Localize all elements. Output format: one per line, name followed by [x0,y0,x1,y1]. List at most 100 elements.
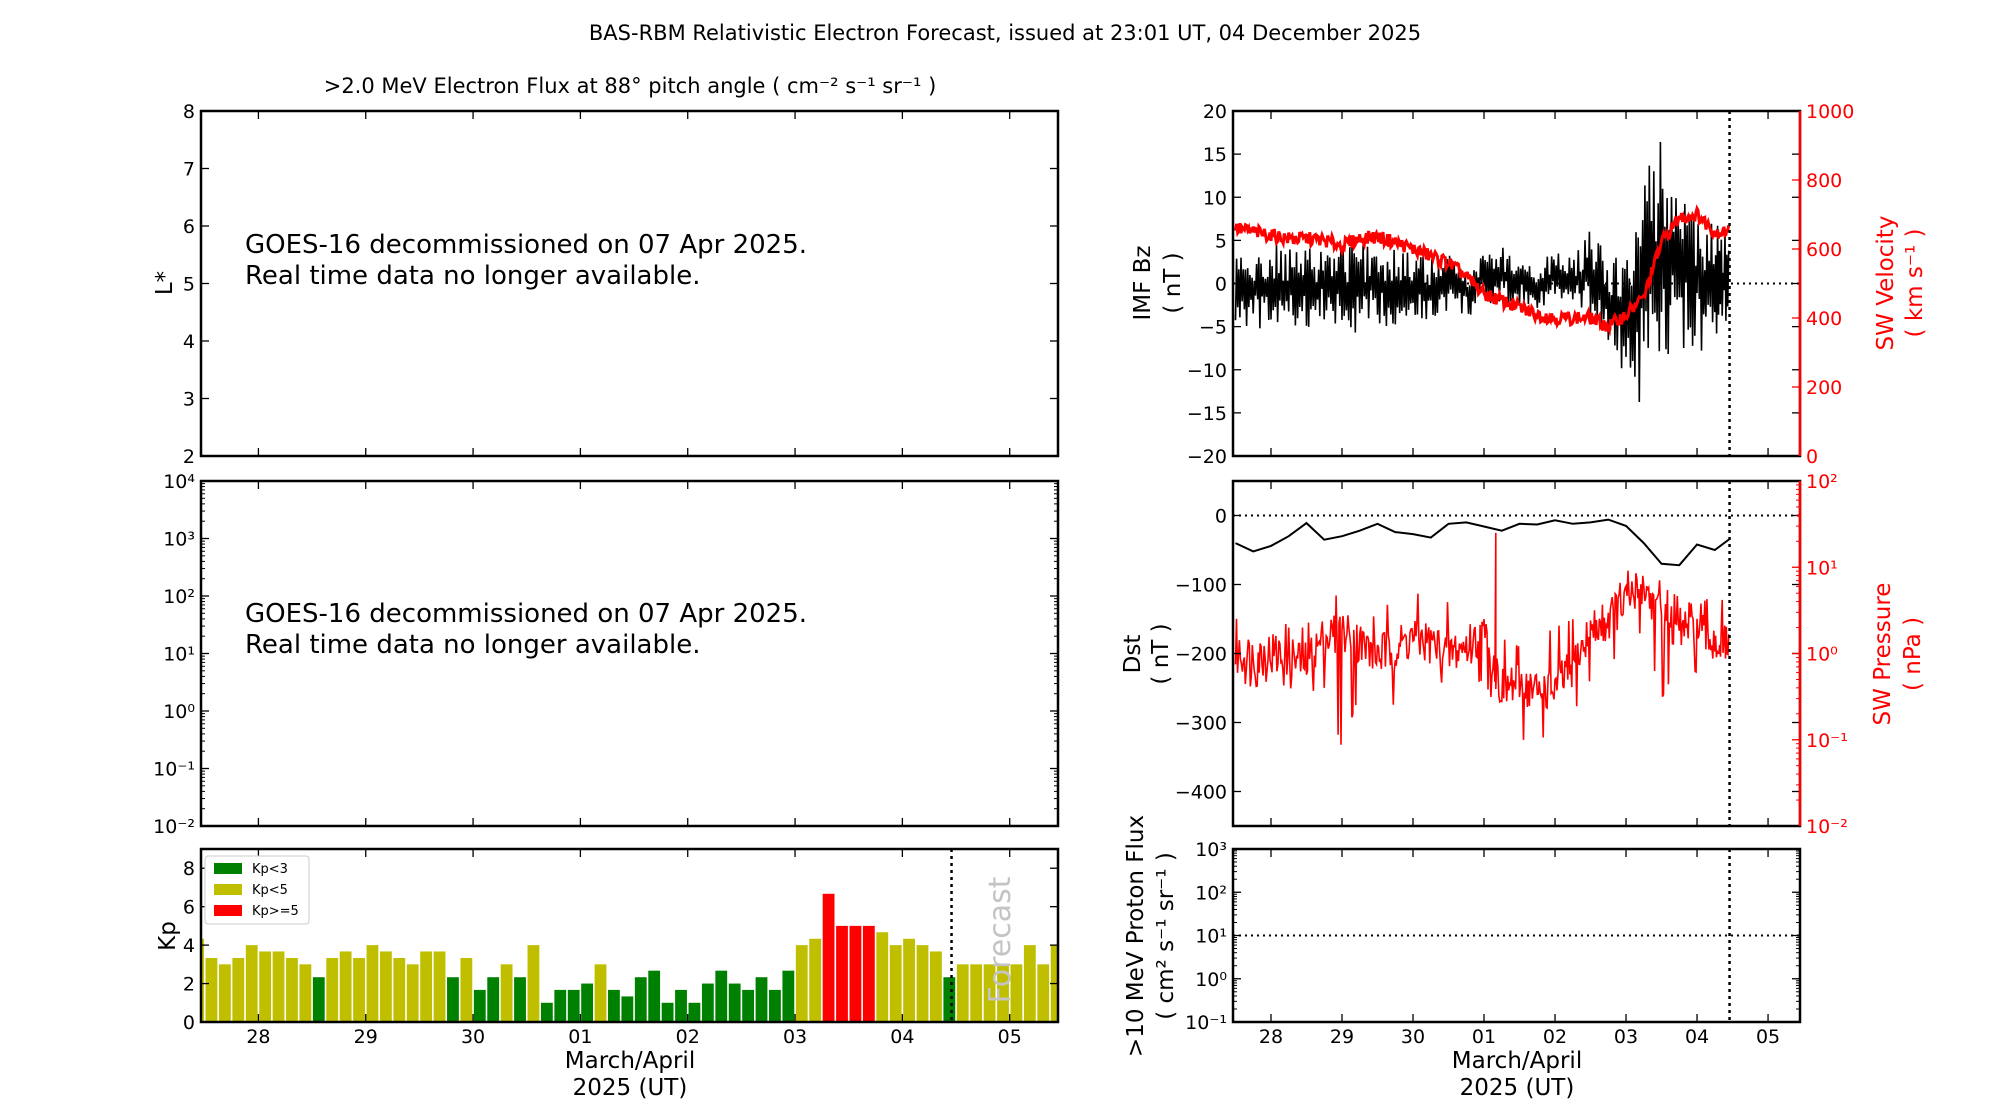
proton-flux-unit-label: ( cm² s⁻¹ sr⁻¹ ) [1153,852,1179,1020]
flux-message-line1: GOES-16 decommissioned on 07 Apr 2025. [245,599,807,629]
kp-bar [299,964,312,1022]
proton-xtick-label: 30 [1401,1026,1425,1048]
forecast-label: Forecast [983,876,1018,1003]
kp-bar [259,951,272,1022]
kp-legend-label-low: Kp<3 [252,862,288,877]
bz-ytick-label: 5 [1215,230,1227,252]
left-xlabel-line2: 2025 (UT) [573,1075,688,1100]
kp-bar [648,970,661,1022]
kp-bar [769,989,781,1022]
kp-bar [379,951,392,1022]
imf-bz-series [1234,141,1730,403]
flux-ytick-label: 10⁴ [163,471,195,493]
sw-velocity-series [1234,204,1731,337]
kp-bar [809,938,822,1022]
sw-velocity-axis-label: SW Velocity [1873,216,1899,351]
flux-ytick-label: 10⁻¹ [153,759,195,781]
lstar-axis-label: L* [152,271,178,295]
velocity-ytick-label: 0 [1806,446,1818,468]
pressure-ytick-label: 10⁰ [1806,644,1838,666]
kp-xtick-label: 02 [676,1026,700,1048]
kp-legend-label-mid: Kp<5 [252,883,288,898]
kp-bar [567,989,580,1022]
kp-bar [406,964,419,1022]
kp-bar [755,977,768,1022]
flux-ytick-label: 10⁰ [163,701,195,723]
lstar-message-line2: Real time data no longer available. [245,261,700,291]
proton-xtick-label: 03 [1614,1026,1638,1048]
right-xlabel-line1: March/April [1452,1048,1582,1074]
kp-legend-swatch-low [214,863,242,874]
kp-bar [634,977,647,1022]
velocity-ytick-label: 1000 [1806,101,1854,123]
velocity-ytick-label: 800 [1806,170,1842,192]
kp-bar [862,925,875,1022]
kp-bar [822,893,835,1022]
velocity-ytick-label: 400 [1806,308,1842,330]
kp-bar [594,964,607,1022]
kp-bar [500,964,513,1022]
kp-bar [326,957,339,1022]
kp-bar [795,945,808,1022]
kp-bar [460,957,473,1022]
kp-bar [487,977,500,1022]
bz-ytick-label: −15 [1187,403,1227,425]
kp-bar [420,951,433,1022]
proton-ytick-label: 10⁰ [1195,969,1227,991]
lstar-ytick-label: 4 [183,331,195,353]
proton-ytick-label: 10⁻¹ [1185,1012,1227,1034]
kp-bar [701,983,714,1022]
kp-ytick-label: 2 [183,974,195,996]
kp-bar [205,957,218,1022]
kp-axis-label: Kp [155,921,181,951]
kp-bar [876,932,889,1022]
dst-ytick-label: −300 [1175,713,1227,735]
kp-bar [956,964,969,1022]
kp-bar [433,951,446,1022]
imf-bz-axis-label: IMF Bz [1130,245,1156,320]
lstar-ytick-label: 5 [183,274,195,296]
kp-bar [447,977,459,1022]
proton-xtick-label: 28 [1259,1026,1283,1048]
velocity-ytick-label: 600 [1806,239,1842,261]
kp-bar [514,977,526,1022]
dst-unit-label: ( nT ) [1148,623,1174,684]
kp-legend-label-high: Kp>=5 [252,904,299,919]
proton-xtick-label: 02 [1543,1026,1567,1048]
bz-ytick-label: 15 [1203,144,1227,166]
kp-bar [728,983,741,1022]
sw-velocity-unit-label: ( km s⁻¹ ) [1902,229,1928,338]
kp-bar [554,989,567,1022]
bz-ytick-label: −5 [1199,317,1227,339]
sw-pressure-unit-label: ( nPa ) [1900,617,1926,691]
kp-bar [661,1002,674,1022]
lstar-ytick-label: 8 [183,101,195,123]
kp-bar [970,964,983,1022]
kp-xtick-label: 03 [783,1026,807,1048]
proton-xtick-label: 01 [1472,1026,1496,1048]
kp-bar [983,964,996,1022]
kp-bar [997,964,1009,1022]
kp-bar [245,945,258,1022]
kp-bar [889,945,902,1022]
kp-bar [540,1002,553,1022]
kp-bar [943,977,956,1022]
kp-bars [201,893,1058,1022]
kp-bar [353,957,365,1022]
kp-ytick-label: 0 [183,1012,195,1034]
proton-panel-frame [1231,847,1802,1024]
kp-bar [742,989,755,1022]
proton-xtick-label: 05 [1756,1026,1780,1048]
dst-ytick-label: −400 [1175,782,1227,804]
kp-ytick-label: 4 [183,935,195,957]
kp-bar [286,957,298,1022]
kp-xtick-label: 28 [246,1026,270,1048]
sw-pressure-axis-label: SW Pressure [1870,583,1896,726]
kp-bar [715,970,728,1022]
pressure-ytick-label: 10⁻¹ [1806,730,1848,752]
kp-bar [688,1002,701,1022]
kp-legend: Kp<3 Kp<5 Kp>=5 [204,855,310,925]
velocity-ytick-label: 200 [1806,377,1842,399]
